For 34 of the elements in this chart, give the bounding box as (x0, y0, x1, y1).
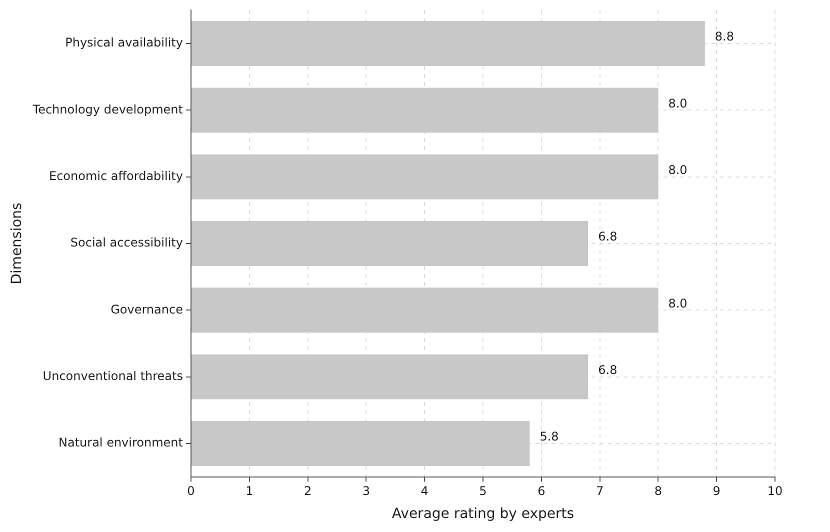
x-tick-label: 1 (246, 484, 254, 498)
y-tick-label: Governance (110, 302, 183, 316)
bar (191, 221, 588, 266)
x-tick-label: 8 (654, 484, 662, 498)
y-tick-label: Natural environment (58, 436, 184, 450)
data-label: 8.8 (714, 30, 734, 44)
data-label: 6.8 (598, 362, 618, 377)
y-tick-label: Unconventional threats (42, 368, 183, 383)
y-tick-label: Social accessibility (70, 236, 183, 250)
data-label: 8.0 (668, 96, 688, 110)
y-axis-title: Dimensions (9, 202, 26, 284)
x-tick-label: 2 (304, 484, 312, 498)
bar (191, 288, 658, 333)
data-label: 5.8 (540, 430, 559, 444)
bar (191, 88, 658, 133)
x-tick-label: 7 (596, 484, 604, 498)
y-tick-label: Physical availability (65, 36, 183, 50)
x-axis-title: Average rating by experts (392, 506, 574, 522)
data-label: 8.0 (668, 296, 688, 310)
bar (191, 154, 658, 200)
x-tick-label: 10 (767, 484, 783, 498)
bar (191, 354, 588, 400)
x-tick-label: 4 (420, 484, 428, 498)
x-tick-label: 0 (187, 484, 195, 498)
data-label: 6.8 (598, 230, 618, 244)
x-tick-label: 9 (712, 484, 720, 498)
bar (191, 420, 530, 466)
x-tick-label: 6 (538, 484, 546, 498)
y-tick-label: Technology development (32, 102, 184, 116)
y-tick-label: Economic affordability (48, 168, 183, 183)
data-label: 8.0 (668, 162, 688, 177)
x-tick-label: 3 (362, 484, 370, 498)
bar (191, 21, 705, 66)
x-tick-label: 5 (479, 484, 487, 498)
